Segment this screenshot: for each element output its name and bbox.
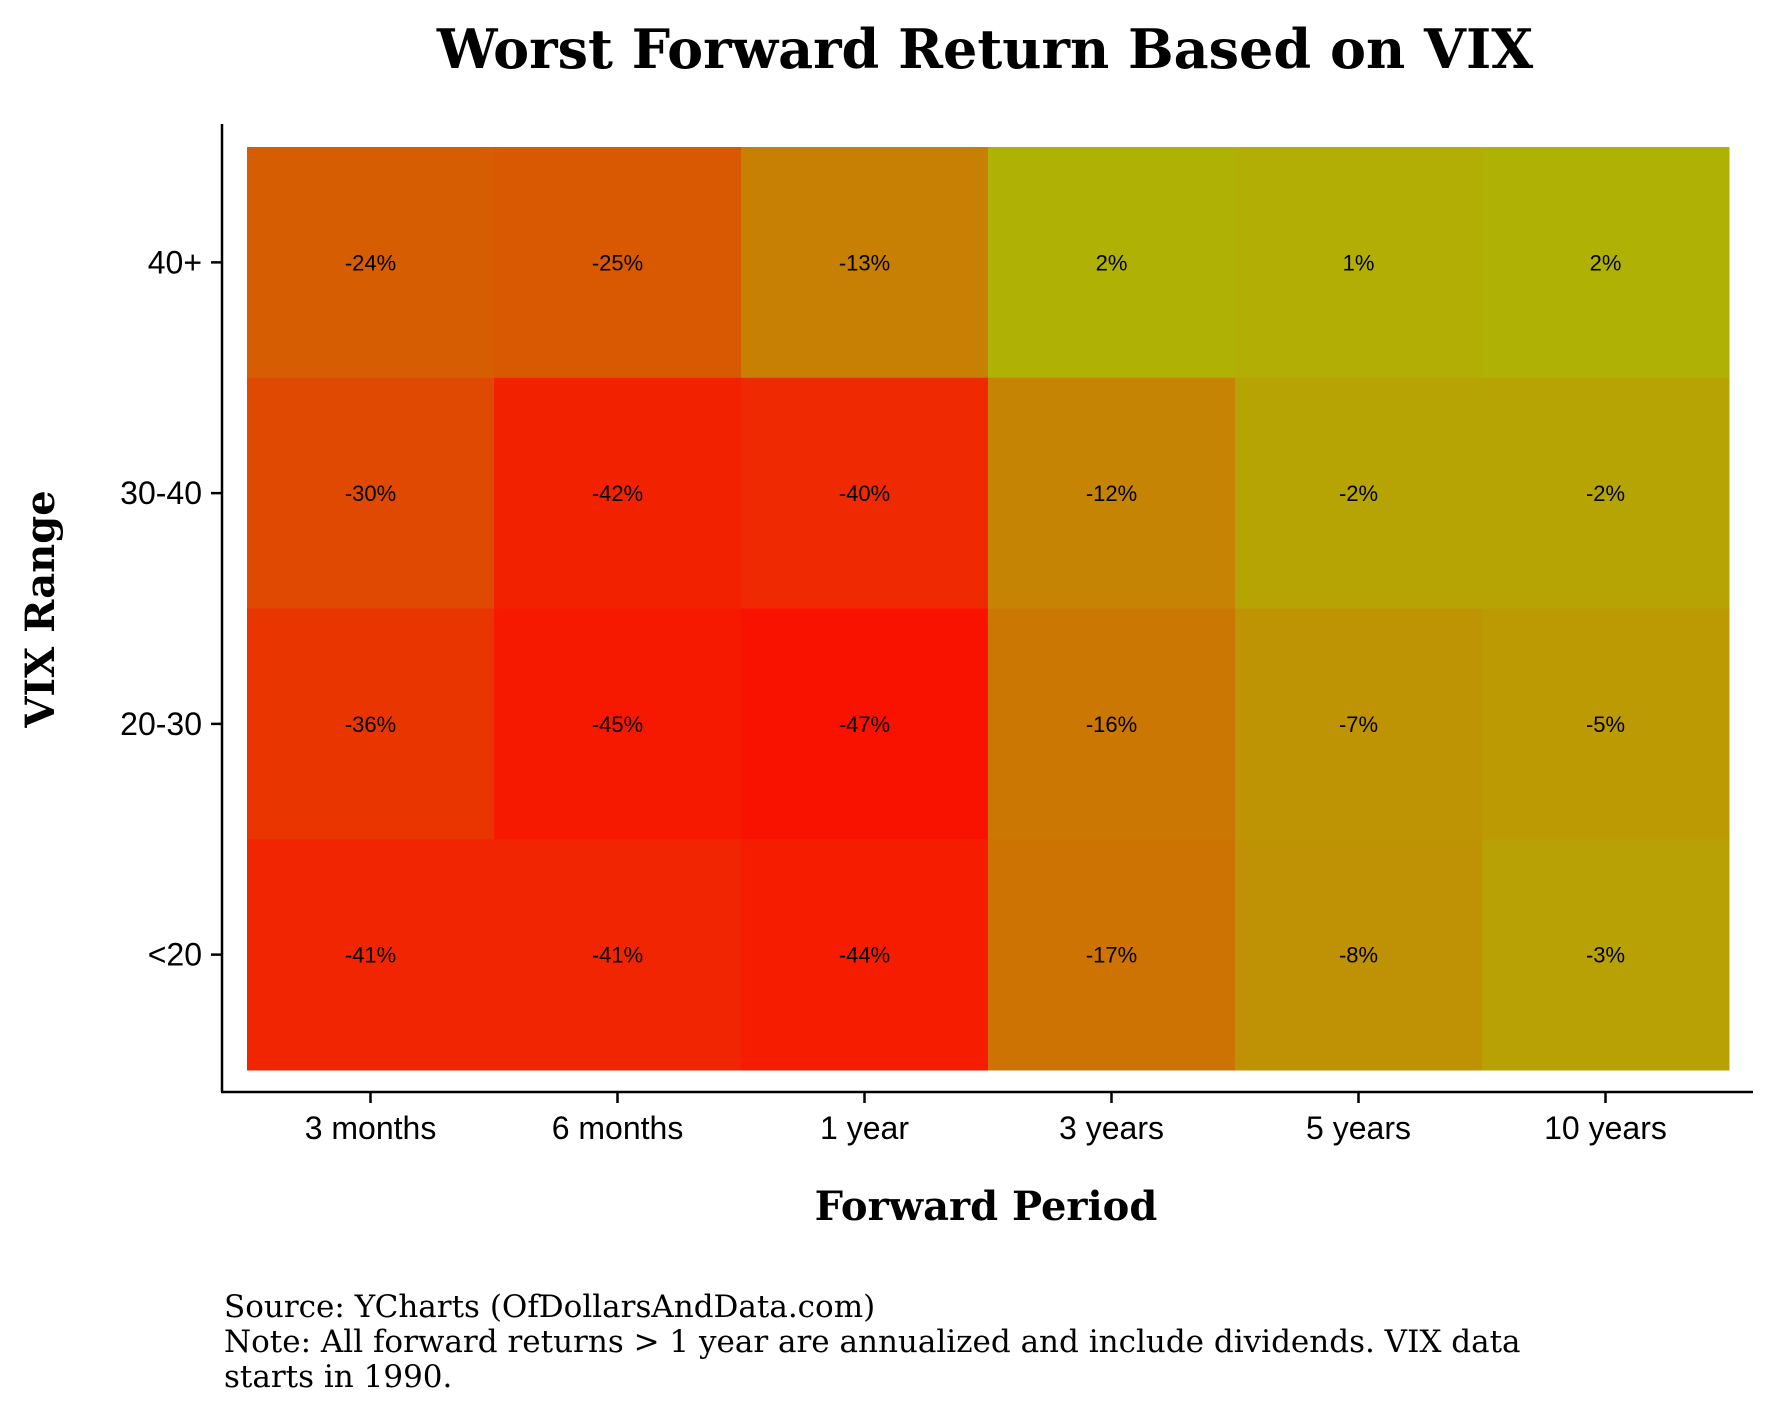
cell-value-label: -17% xyxy=(1086,943,1137,968)
cell-value-label: -7% xyxy=(1339,712,1378,737)
heatmap-cell xyxy=(1235,147,1483,379)
heatmap-cell xyxy=(988,839,1236,1071)
cell-value-label: -3% xyxy=(1586,943,1625,968)
y-tick-label: <20 xyxy=(148,937,202,973)
y-tick-label: 40+ xyxy=(148,244,202,280)
cell-value-label: 2% xyxy=(1096,250,1128,275)
x-tick-label: 10 years xyxy=(1544,1110,1667,1146)
cell-value-label: -12% xyxy=(1086,481,1137,506)
cell-value-label: -41% xyxy=(345,943,396,968)
cell-value-label: -42% xyxy=(592,481,643,506)
cell-value-label: -2% xyxy=(1586,481,1625,506)
heatmap-cell xyxy=(741,147,989,379)
cell-value-label: 2% xyxy=(1590,250,1622,275)
chart-title: Worst Forward Return Based on VIX xyxy=(436,17,1533,81)
cell-value-label: -25% xyxy=(592,250,643,275)
heatmap-cell xyxy=(494,147,742,379)
cell-value-label: -44% xyxy=(839,943,890,968)
heatmap-cell xyxy=(494,839,742,1071)
x-tick-label: 3 years xyxy=(1059,1110,1164,1146)
heatmap-cell xyxy=(988,147,1236,379)
x-tick-label: 5 years xyxy=(1306,1110,1411,1146)
heatmap-cell xyxy=(1482,839,1730,1071)
heatmap-cell xyxy=(1235,608,1483,840)
heatmap-cell xyxy=(1482,147,1730,379)
heatmap-cell xyxy=(247,377,495,609)
heatmap-cells xyxy=(247,147,1730,1071)
heatmap-cell xyxy=(741,377,989,609)
x-tick-label: 1 year xyxy=(820,1110,909,1146)
cell-value-label: -8% xyxy=(1339,943,1378,968)
heatmap-cell xyxy=(1482,608,1730,840)
cell-value-label: -36% xyxy=(345,712,396,737)
heatmap-cell xyxy=(494,377,742,609)
heatmap-cell xyxy=(494,608,742,840)
axes xyxy=(220,124,1753,1094)
cell-value-label: -45% xyxy=(592,712,643,737)
cell-value-label: 1% xyxy=(1343,250,1375,275)
x-tick-label: 3 months xyxy=(305,1110,437,1146)
heatmap-cell xyxy=(1235,839,1483,1071)
cell-value-label: -40% xyxy=(839,481,890,506)
chart-caption: Source: YCharts (OfDollarsAndData.com) N… xyxy=(224,1290,1604,1395)
cell-value-label: -47% xyxy=(839,712,890,737)
x-axis-ticks: 3 months 6 months 1 year 3 years 5 years 10 y… xyxy=(305,1092,1667,1146)
cell-value-label: -13% xyxy=(839,250,890,275)
heatmap-cell xyxy=(247,147,495,379)
heatmap-cell xyxy=(247,608,495,840)
heatmap-cell xyxy=(988,377,1236,609)
y-axis-title: VIX Range xyxy=(17,490,64,728)
cell-value-label: -24% xyxy=(345,250,396,275)
cell-value-label: -41% xyxy=(592,943,643,968)
heatmap-cell xyxy=(247,839,495,1071)
cell-value-label: -5% xyxy=(1586,712,1625,737)
cell-value-label: -30% xyxy=(345,481,396,506)
y-tick-label: 20-30 xyxy=(120,706,202,742)
heatmap-cell xyxy=(741,839,989,1071)
x-tick-label: 6 months xyxy=(552,1110,684,1146)
x-axis-title: Forward Period xyxy=(815,1183,1158,1230)
heatmap-cell xyxy=(1235,377,1483,609)
heatmap-cell-labels: -24% -25% -13% 2% 1% 2% -30% -42% -40% -12% -2% -2%… xyxy=(345,250,1625,967)
source-note: Source: YCharts (OfDollarsAndData.com) xyxy=(224,1289,876,1325)
y-tick-label: 30-40 xyxy=(120,475,202,511)
y-axis-ticks: 40+ 30-40 20-30 <20 xyxy=(120,244,222,973)
cell-value-label: -2% xyxy=(1339,481,1378,506)
heatmap-cell xyxy=(988,608,1236,840)
heatmap-cell xyxy=(1482,377,1730,609)
methodology-note: Note: All forward returns > 1 year are a… xyxy=(224,1324,1521,1395)
heatmap-cell xyxy=(741,608,989,840)
cell-value-label: -16% xyxy=(1086,712,1137,737)
